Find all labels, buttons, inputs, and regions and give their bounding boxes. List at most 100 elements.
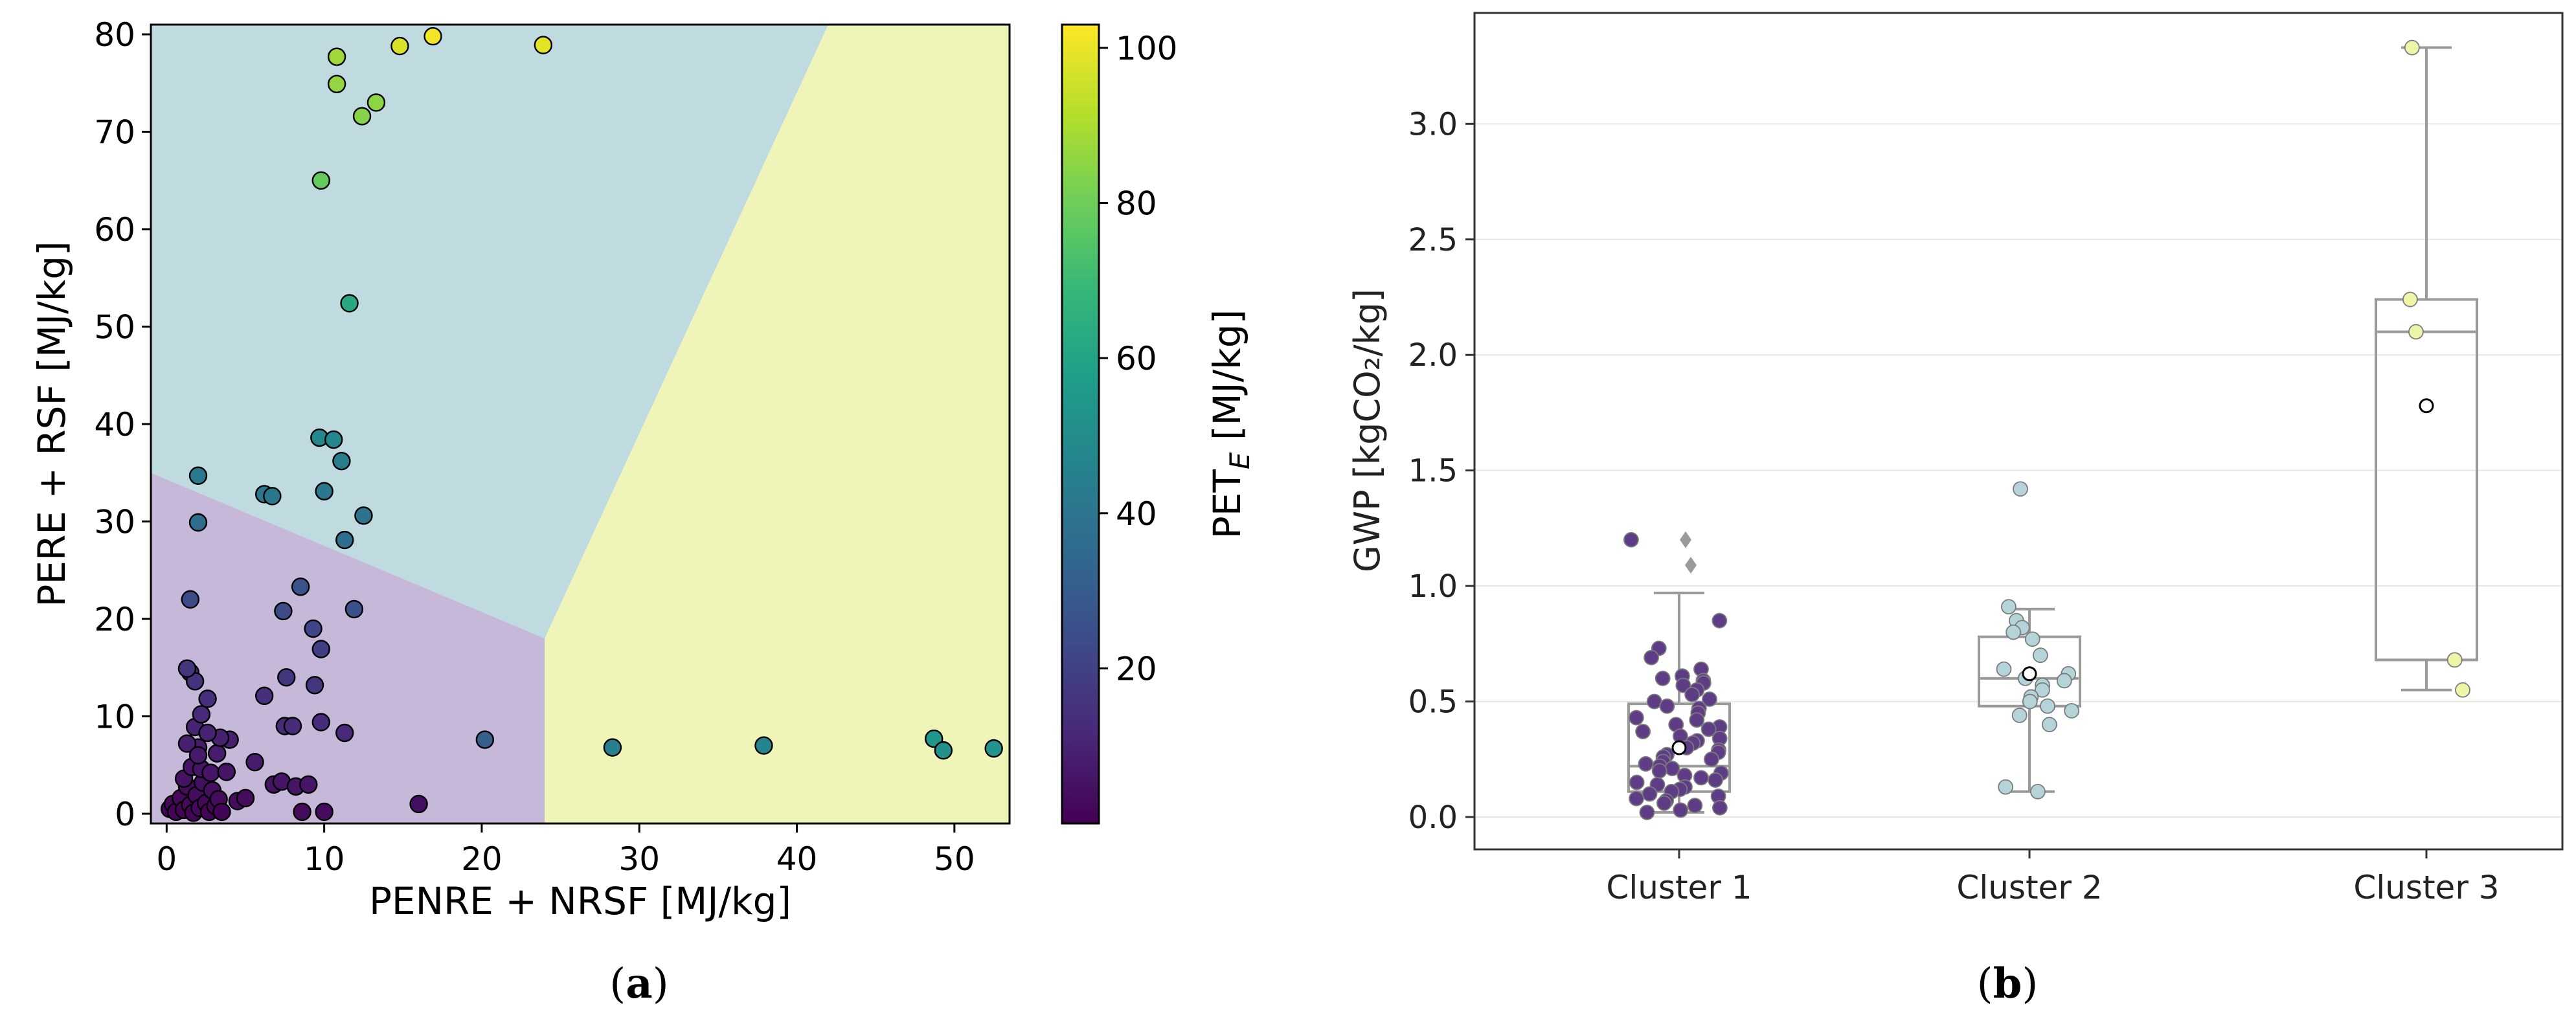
colorbar-tick-label: 40 (1116, 495, 1157, 533)
strip-point (1642, 786, 1658, 802)
x-tick-label: 10 (304, 840, 345, 878)
strip-point (2446, 652, 2463, 668)
y-tick-label: 1.0 (1408, 568, 1458, 605)
scatter-point (367, 93, 386, 112)
y-tick-label: 1.5 (1408, 453, 1458, 489)
scatter-point (293, 802, 311, 822)
y-tick-label: 70 (94, 114, 135, 151)
scatter-point (335, 723, 354, 743)
strip-point (2064, 702, 2080, 719)
scatter-point (291, 577, 310, 596)
strip-point (1712, 612, 1728, 629)
mean-marker (1671, 740, 1687, 756)
strip-point (1996, 661, 2012, 677)
scatter-point (212, 802, 231, 822)
scatter-point (340, 294, 359, 313)
strip-point (1998, 779, 2014, 795)
strip-point (1623, 532, 1639, 548)
panel-b-boxplot: 0.0 0.5 1.0 1.5 2.0 2.5 3.0 Cluster 1 Cluster 2… (1347, 12, 2564, 1008)
strip-point (1704, 751, 1719, 767)
y-tick-label: 60 (94, 211, 135, 249)
strip-point (1644, 649, 1660, 666)
colorbar-label-sub: E (1224, 452, 1256, 469)
scatter-point (254, 686, 274, 706)
scatter-point (352, 107, 372, 126)
scatter-point (345, 599, 364, 619)
x-axis-ticks-b: Cluster 1 Cluster 2 Cluster 3 (1606, 849, 2500, 906)
strip-point (1673, 802, 1689, 818)
strip-points (1623, 39, 2470, 820)
x-axis-ticks-a: 0 10 20 30 40 50 (156, 823, 975, 878)
strip-point (1693, 770, 1709, 786)
scatter-point (327, 47, 346, 66)
scatter-point (311, 713, 330, 732)
mean-marker (2419, 398, 2434, 414)
scatter-point (192, 705, 211, 724)
strip-point (1651, 763, 1667, 779)
boxplots (1627, 46, 2478, 814)
strip-point (2022, 693, 2038, 710)
scatter-point (198, 723, 217, 743)
y-tick-label: 80 (94, 16, 135, 54)
scatter-point (188, 513, 208, 532)
region-cluster-3 (545, 25, 1010, 823)
strip-point (1635, 724, 1651, 739)
strip-point (2455, 682, 2470, 698)
scatter-point (305, 676, 324, 695)
scatter-point (475, 730, 495, 749)
x-tick-label: 0 (156, 840, 177, 878)
strip-point (1639, 804, 1655, 820)
y-axis-label-a: PERE + RSF [MJ/kg] (30, 241, 74, 607)
y-tick-label: 20 (94, 601, 135, 638)
scatter-point (934, 741, 953, 760)
scatter-point (188, 466, 208, 485)
strip-point (2408, 324, 2424, 340)
scatter-point (277, 668, 296, 687)
strip-point (2041, 717, 2057, 733)
x-tick-label: Cluster 3 (2353, 869, 2499, 906)
mean-marker (2022, 666, 2037, 682)
scatter-point (299, 775, 318, 794)
colorbar-label: PETE [MJ/kg] (1205, 309, 1256, 539)
boxplot-3 (2375, 46, 2478, 691)
scatter-point (754, 736, 773, 755)
y-tick-label: 50 (94, 309, 135, 346)
scatter-point (534, 36, 553, 54)
strip-point (1638, 756, 1654, 772)
y-tick-label: 2.0 (1408, 337, 1458, 374)
strip-point (1689, 712, 1705, 728)
x-tick-label: 50 (934, 840, 975, 878)
colorbar (1061, 23, 1100, 825)
strip-point (1659, 698, 1675, 714)
scatter-point (177, 734, 197, 753)
scatter-point (201, 763, 220, 782)
y-tick-label: 3.0 (1408, 106, 1458, 142)
scatter-point (198, 689, 217, 708)
panel-a-scatter: 0 10 20 30 40 50 0 10 20 30 40 50 60 70 80 PENRE + NR… (30, 16, 1256, 1008)
strip-point (2056, 673, 2072, 689)
scatter-point (603, 738, 622, 757)
y-tick-label: 10 (94, 698, 135, 735)
strip-point (1629, 774, 1645, 790)
y-axis-label-b: GWP [kgCO₂/kg] (1347, 289, 1388, 572)
scatter-point (332, 451, 351, 471)
x-tick-label: 40 (776, 840, 818, 878)
strip-point (2035, 682, 2050, 698)
scatter-point (311, 171, 330, 190)
x-tick-label: 20 (461, 840, 503, 878)
strip-point (2001, 599, 2017, 615)
scatter-point (236, 789, 255, 808)
strip-point (1646, 693, 1662, 710)
region-cluster-1 (151, 473, 545, 823)
colorbar-tick-label: 60 (1116, 340, 1157, 377)
scatter-point (315, 802, 333, 822)
colorbar-ticks: 20 40 60 80 100 (1099, 30, 1177, 688)
y-tick-label: 30 (94, 503, 135, 541)
scatter-point (263, 487, 282, 506)
scatter-point (311, 640, 330, 658)
scatter-point (354, 506, 373, 525)
strip-point (1684, 686, 1700, 702)
scatter-point (327, 74, 346, 93)
scatter-point (335, 530, 354, 550)
